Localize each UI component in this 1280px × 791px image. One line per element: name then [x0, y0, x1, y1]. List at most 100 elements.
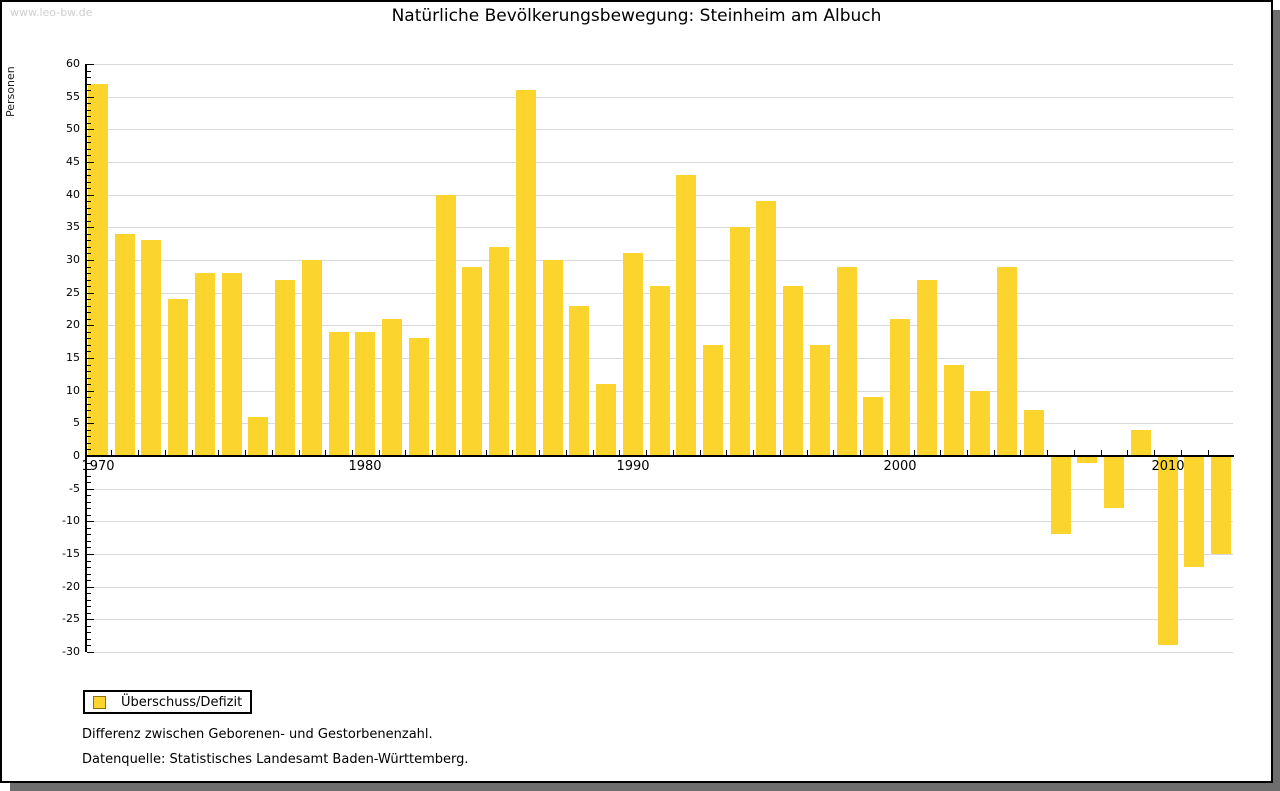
bar-2001	[917, 280, 937, 456]
y-minor-tick	[87, 574, 91, 575]
x-tick-label: 1980	[348, 459, 382, 474]
y-major-tick	[87, 325, 94, 326]
bar-1994	[730, 227, 750, 456]
y-major-tick	[87, 260, 94, 261]
y-minor-tick	[87, 71, 91, 72]
bar-2009	[1131, 430, 1151, 456]
y-minor-tick	[87, 345, 91, 346]
bar-1985	[489, 247, 509, 456]
y-minor-tick	[87, 547, 91, 548]
x-tick	[780, 450, 781, 456]
y-tick-label: 50	[66, 122, 80, 135]
x-tick	[1020, 450, 1021, 456]
bar-1992	[676, 175, 696, 456]
gridline	[87, 489, 1233, 490]
x-tick	[1181, 450, 1182, 456]
bar-1997	[810, 345, 830, 456]
bar-1999	[863, 397, 883, 456]
y-tick-label: 55	[66, 90, 80, 103]
x-tick-label: 2000	[883, 459, 917, 474]
y-minor-tick	[87, 267, 91, 268]
x-tick	[833, 450, 834, 456]
gridline	[87, 195, 1233, 196]
y-minor-tick	[87, 436, 91, 437]
y-minor-tick	[87, 286, 91, 287]
bar-1975	[222, 273, 242, 456]
y-tick-label: 15	[66, 351, 80, 364]
y-minor-tick	[87, 449, 91, 450]
bar-2002	[944, 365, 964, 456]
y-minor-tick	[87, 182, 91, 183]
bar-1973	[168, 299, 188, 456]
y-minor-tick	[87, 606, 91, 607]
x-tick	[593, 450, 594, 456]
y-minor-tick	[87, 365, 91, 366]
y-minor-tick	[87, 338, 91, 339]
x-tick	[619, 450, 620, 456]
y-major-tick	[87, 489, 94, 490]
gridline	[87, 521, 1233, 522]
y-major-tick	[87, 554, 94, 555]
y-minor-tick	[87, 155, 91, 156]
y-tick-label: -20	[62, 580, 80, 593]
gridline	[87, 554, 1233, 555]
y-major-tick	[87, 456, 94, 457]
y-minor-tick	[87, 312, 91, 313]
y-axis-line	[85, 64, 87, 652]
x-tick	[914, 450, 915, 456]
y-tick-label: 10	[66, 384, 80, 397]
y-minor-tick	[87, 469, 91, 470]
bar-2004	[997, 267, 1017, 456]
footnote-source: Datenquelle: Statistisches Landesamt Bad…	[82, 752, 469, 767]
y-minor-tick	[87, 482, 91, 483]
y-minor-tick	[87, 632, 91, 633]
x-tick-label: 1970	[81, 459, 115, 474]
y-major-tick	[87, 619, 94, 620]
gridline	[87, 260, 1233, 261]
y-minor-tick	[87, 319, 91, 320]
y-minor-tick	[87, 371, 91, 372]
y-major-tick	[87, 652, 94, 653]
y-minor-tick	[87, 273, 91, 274]
y-minor-tick	[87, 384, 91, 385]
watermark: www.leo-bw.de	[10, 6, 93, 19]
x-tick	[1101, 450, 1102, 456]
y-minor-tick	[87, 463, 91, 464]
chart-title: Natürliche Bevölkerungsbewegung: Steinhe…	[391, 6, 882, 26]
x-tick	[887, 450, 888, 456]
y-major-tick	[87, 162, 94, 163]
x-tick	[566, 450, 567, 456]
y-minor-tick	[87, 116, 91, 117]
y-minor-tick	[87, 534, 91, 535]
y-minor-tick	[87, 142, 91, 143]
x-tick	[192, 450, 193, 456]
x-tick	[673, 450, 674, 456]
gridline	[87, 162, 1233, 163]
x-tick	[994, 450, 995, 456]
gridline	[87, 97, 1233, 98]
y-major-tick	[87, 358, 94, 359]
y-minor-tick	[87, 476, 91, 477]
x-tick	[807, 450, 808, 456]
x-tick	[299, 450, 300, 456]
y-minor-tick	[87, 397, 91, 398]
bar-1990	[623, 253, 643, 456]
bar-1988	[569, 306, 589, 456]
y-tick-label: 25	[66, 286, 80, 299]
y-minor-tick	[87, 201, 91, 202]
y-minor-tick	[87, 541, 91, 542]
y-minor-tick	[87, 306, 91, 307]
y-minor-tick	[87, 214, 91, 215]
y-minor-tick	[87, 528, 91, 529]
x-tick	[138, 450, 139, 456]
gridline	[87, 619, 1233, 620]
y-minor-tick	[87, 508, 91, 509]
y-minor-tick	[87, 90, 91, 91]
gridline	[87, 227, 1233, 228]
bar-2007	[1077, 456, 1097, 463]
bar-2000	[890, 319, 910, 456]
y-minor-tick	[87, 495, 91, 496]
footnote-definition: Differenz zwischen Geborenen- und Gestor…	[82, 727, 433, 742]
y-minor-tick	[87, 561, 91, 562]
y-tick-label: -15	[62, 547, 80, 560]
